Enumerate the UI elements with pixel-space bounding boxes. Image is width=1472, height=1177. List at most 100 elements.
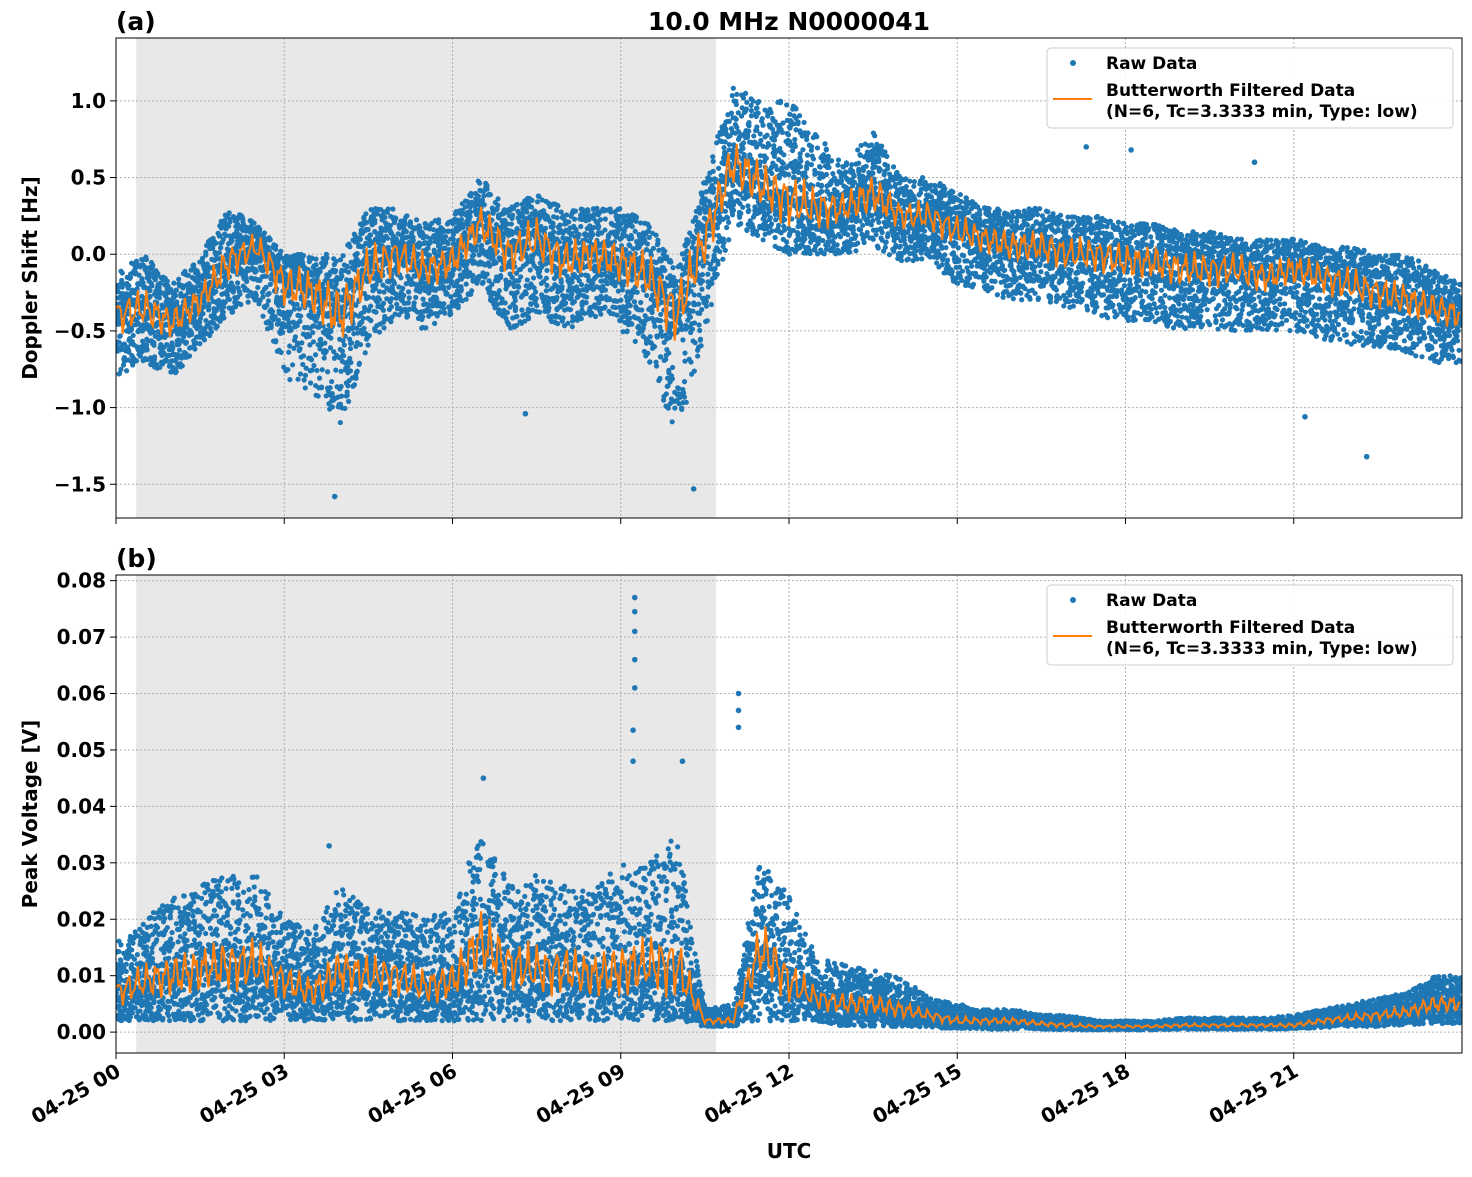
raw-data-point <box>635 290 640 295</box>
raw-data-point <box>692 368 697 373</box>
raw-data-point <box>411 238 416 243</box>
raw-data-point <box>544 268 549 273</box>
raw-data-point <box>544 283 549 288</box>
raw-data-point <box>389 304 394 309</box>
raw-data-point <box>645 351 650 356</box>
raw-data-point <box>645 241 650 246</box>
raw-data-point <box>563 269 568 274</box>
raw-data-point <box>442 311 447 316</box>
raw-data-point <box>734 92 739 97</box>
raw-data-point <box>537 310 542 315</box>
raw-data-point <box>695 353 700 358</box>
raw-data-point <box>267 291 272 296</box>
raw-data-point <box>278 249 283 254</box>
raw-data-point <box>152 354 157 359</box>
raw-data-point <box>564 212 569 217</box>
raw-data-point <box>441 301 446 306</box>
raw-data-point <box>730 93 735 98</box>
raw-data-point <box>700 278 705 283</box>
raw-data-point <box>174 299 179 304</box>
raw-data-point <box>716 166 721 171</box>
raw-data-point <box>405 313 410 318</box>
raw-data-point <box>459 217 464 222</box>
raw-data-point <box>764 133 769 138</box>
raw-data-point <box>180 363 185 368</box>
raw-data-point <box>320 367 325 372</box>
raw-data-point <box>664 391 669 396</box>
raw-data-point <box>744 106 749 111</box>
raw-data-point <box>202 299 207 304</box>
raw-data-point <box>543 226 548 231</box>
raw-data-point <box>427 252 432 257</box>
raw-data-point <box>378 249 383 254</box>
raw-data-point <box>546 305 551 310</box>
raw-data-point <box>202 337 207 342</box>
raw-data-point <box>145 347 150 352</box>
raw-data-point <box>734 102 739 107</box>
raw-data-point <box>177 347 182 352</box>
raw-data-point <box>345 393 350 398</box>
raw-data-point <box>655 241 660 246</box>
raw-data-point <box>724 225 729 230</box>
raw-data-point <box>568 307 573 312</box>
raw-data-point <box>740 146 745 151</box>
raw-data-point <box>310 330 315 335</box>
raw-data-point <box>262 230 267 235</box>
raw-data-point <box>634 215 639 220</box>
raw-data-point <box>329 379 334 384</box>
raw-data-point <box>365 227 370 232</box>
raw-data-point <box>741 140 746 145</box>
raw-data-point <box>723 209 728 214</box>
raw-data-point <box>505 310 510 315</box>
raw-data-point <box>474 248 479 253</box>
raw-data-point <box>406 300 411 305</box>
raw-data-point <box>709 281 714 286</box>
raw-data-point <box>481 193 486 198</box>
raw-data-point <box>726 220 731 225</box>
raw-data-point <box>515 202 520 207</box>
raw-data-point <box>746 129 751 134</box>
raw-data-point <box>392 281 397 286</box>
raw-data-point <box>339 274 344 279</box>
raw-data-point <box>700 272 705 277</box>
raw-data-point <box>617 206 622 211</box>
raw-data-point <box>264 303 269 308</box>
raw-data-point <box>649 308 654 313</box>
raw-data-point <box>213 241 218 246</box>
raw-data-point <box>378 278 383 283</box>
raw-data-point <box>659 329 664 334</box>
raw-data-point <box>404 213 409 218</box>
raw-data-point <box>297 346 302 351</box>
raw-data-point <box>749 108 754 113</box>
raw-data-point <box>368 232 373 237</box>
raw-data-point <box>721 145 726 150</box>
raw-data-point <box>443 234 448 239</box>
raw-data-point <box>768 215 773 220</box>
raw-data-point <box>657 376 662 381</box>
raw-data-point <box>709 302 714 307</box>
raw-data-point <box>758 138 763 143</box>
raw-data-point <box>173 293 178 298</box>
raw-data-point <box>318 337 323 342</box>
raw-data-point <box>544 288 549 293</box>
raw-data-point <box>559 279 564 284</box>
raw-data-point <box>697 328 702 333</box>
raw-data-point <box>751 133 756 138</box>
raw-data-point <box>441 306 446 311</box>
raw-data-point <box>670 265 675 270</box>
raw-data-point <box>286 350 291 355</box>
raw-data-point <box>147 294 152 299</box>
raw-data-point <box>514 314 519 319</box>
raw-data-point <box>658 318 663 323</box>
raw-data-point <box>731 208 736 213</box>
raw-data-point <box>602 227 607 232</box>
raw-data-point <box>231 289 236 294</box>
raw-data-point <box>630 224 635 229</box>
raw-data-point <box>348 368 353 373</box>
raw-data-point <box>469 288 474 293</box>
raw-data-point <box>273 339 278 344</box>
raw-data-point <box>698 338 703 343</box>
raw-data-point <box>513 298 518 303</box>
raw-data-point <box>144 257 149 262</box>
